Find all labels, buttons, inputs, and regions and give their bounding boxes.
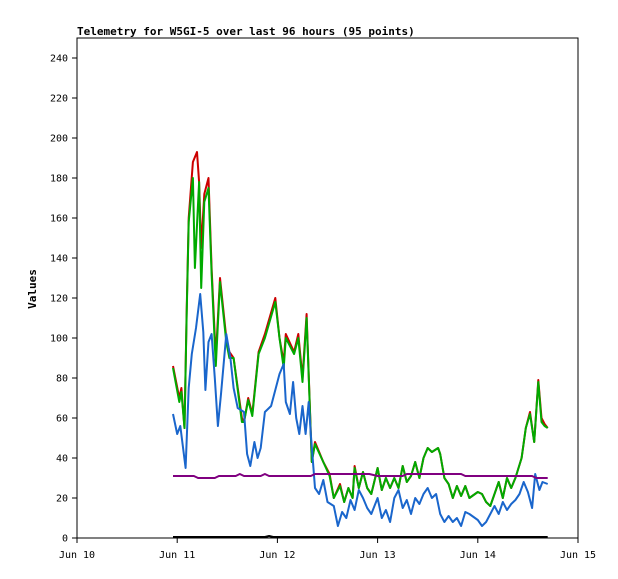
series-line-3	[172, 293, 549, 527]
y-tick-label: 100	[50, 334, 68, 345]
x-tick-label: Jun 11	[159, 550, 195, 561]
y-tick-label: 60	[56, 414, 68, 425]
y-tick-label: 40	[56, 454, 68, 465]
y-tick-label: 200	[50, 134, 68, 145]
y-axis-label: Values	[26, 269, 39, 309]
y-tick-label: 0	[62, 534, 68, 545]
y-tick-label: 140	[50, 254, 68, 265]
y-tick-label: 120	[50, 294, 68, 305]
x-tick-label: Jun 15	[560, 550, 596, 561]
x-tick-label: Jun 13	[360, 550, 396, 561]
series-line-5	[173, 535, 548, 538]
series-line-1	[172, 151, 549, 507]
y-tick-label: 180	[50, 174, 68, 185]
chart-title: Telemetry for W5GI-5 over last 96 hours …	[77, 25, 415, 38]
series-layer	[172, 151, 549, 538]
y-tick-label: 160	[50, 214, 68, 225]
y-tick-label: 220	[50, 94, 68, 105]
y-tick-label: 240	[50, 54, 68, 65]
y-tick-label: 80	[56, 374, 68, 385]
x-axis: Jun 10 Jun 11 Jun 12 Jun 13 Jun 14 Jun 15	[59, 538, 596, 561]
x-tick-label: Jun 14	[460, 550, 496, 561]
series-line-2	[172, 177, 549, 507]
y-tick-label: 20	[56, 494, 68, 505]
plot-border	[76, 37, 579, 539]
x-tick-label: Jun 10	[59, 550, 95, 561]
y-axis: 0 20 40 60 80 100 120 140 160 180 200 220 240	[50, 54, 77, 545]
plot-frame	[76, 37, 579, 539]
x-tick-label: Jun 12	[259, 550, 295, 561]
series-line-4	[173, 473, 548, 479]
